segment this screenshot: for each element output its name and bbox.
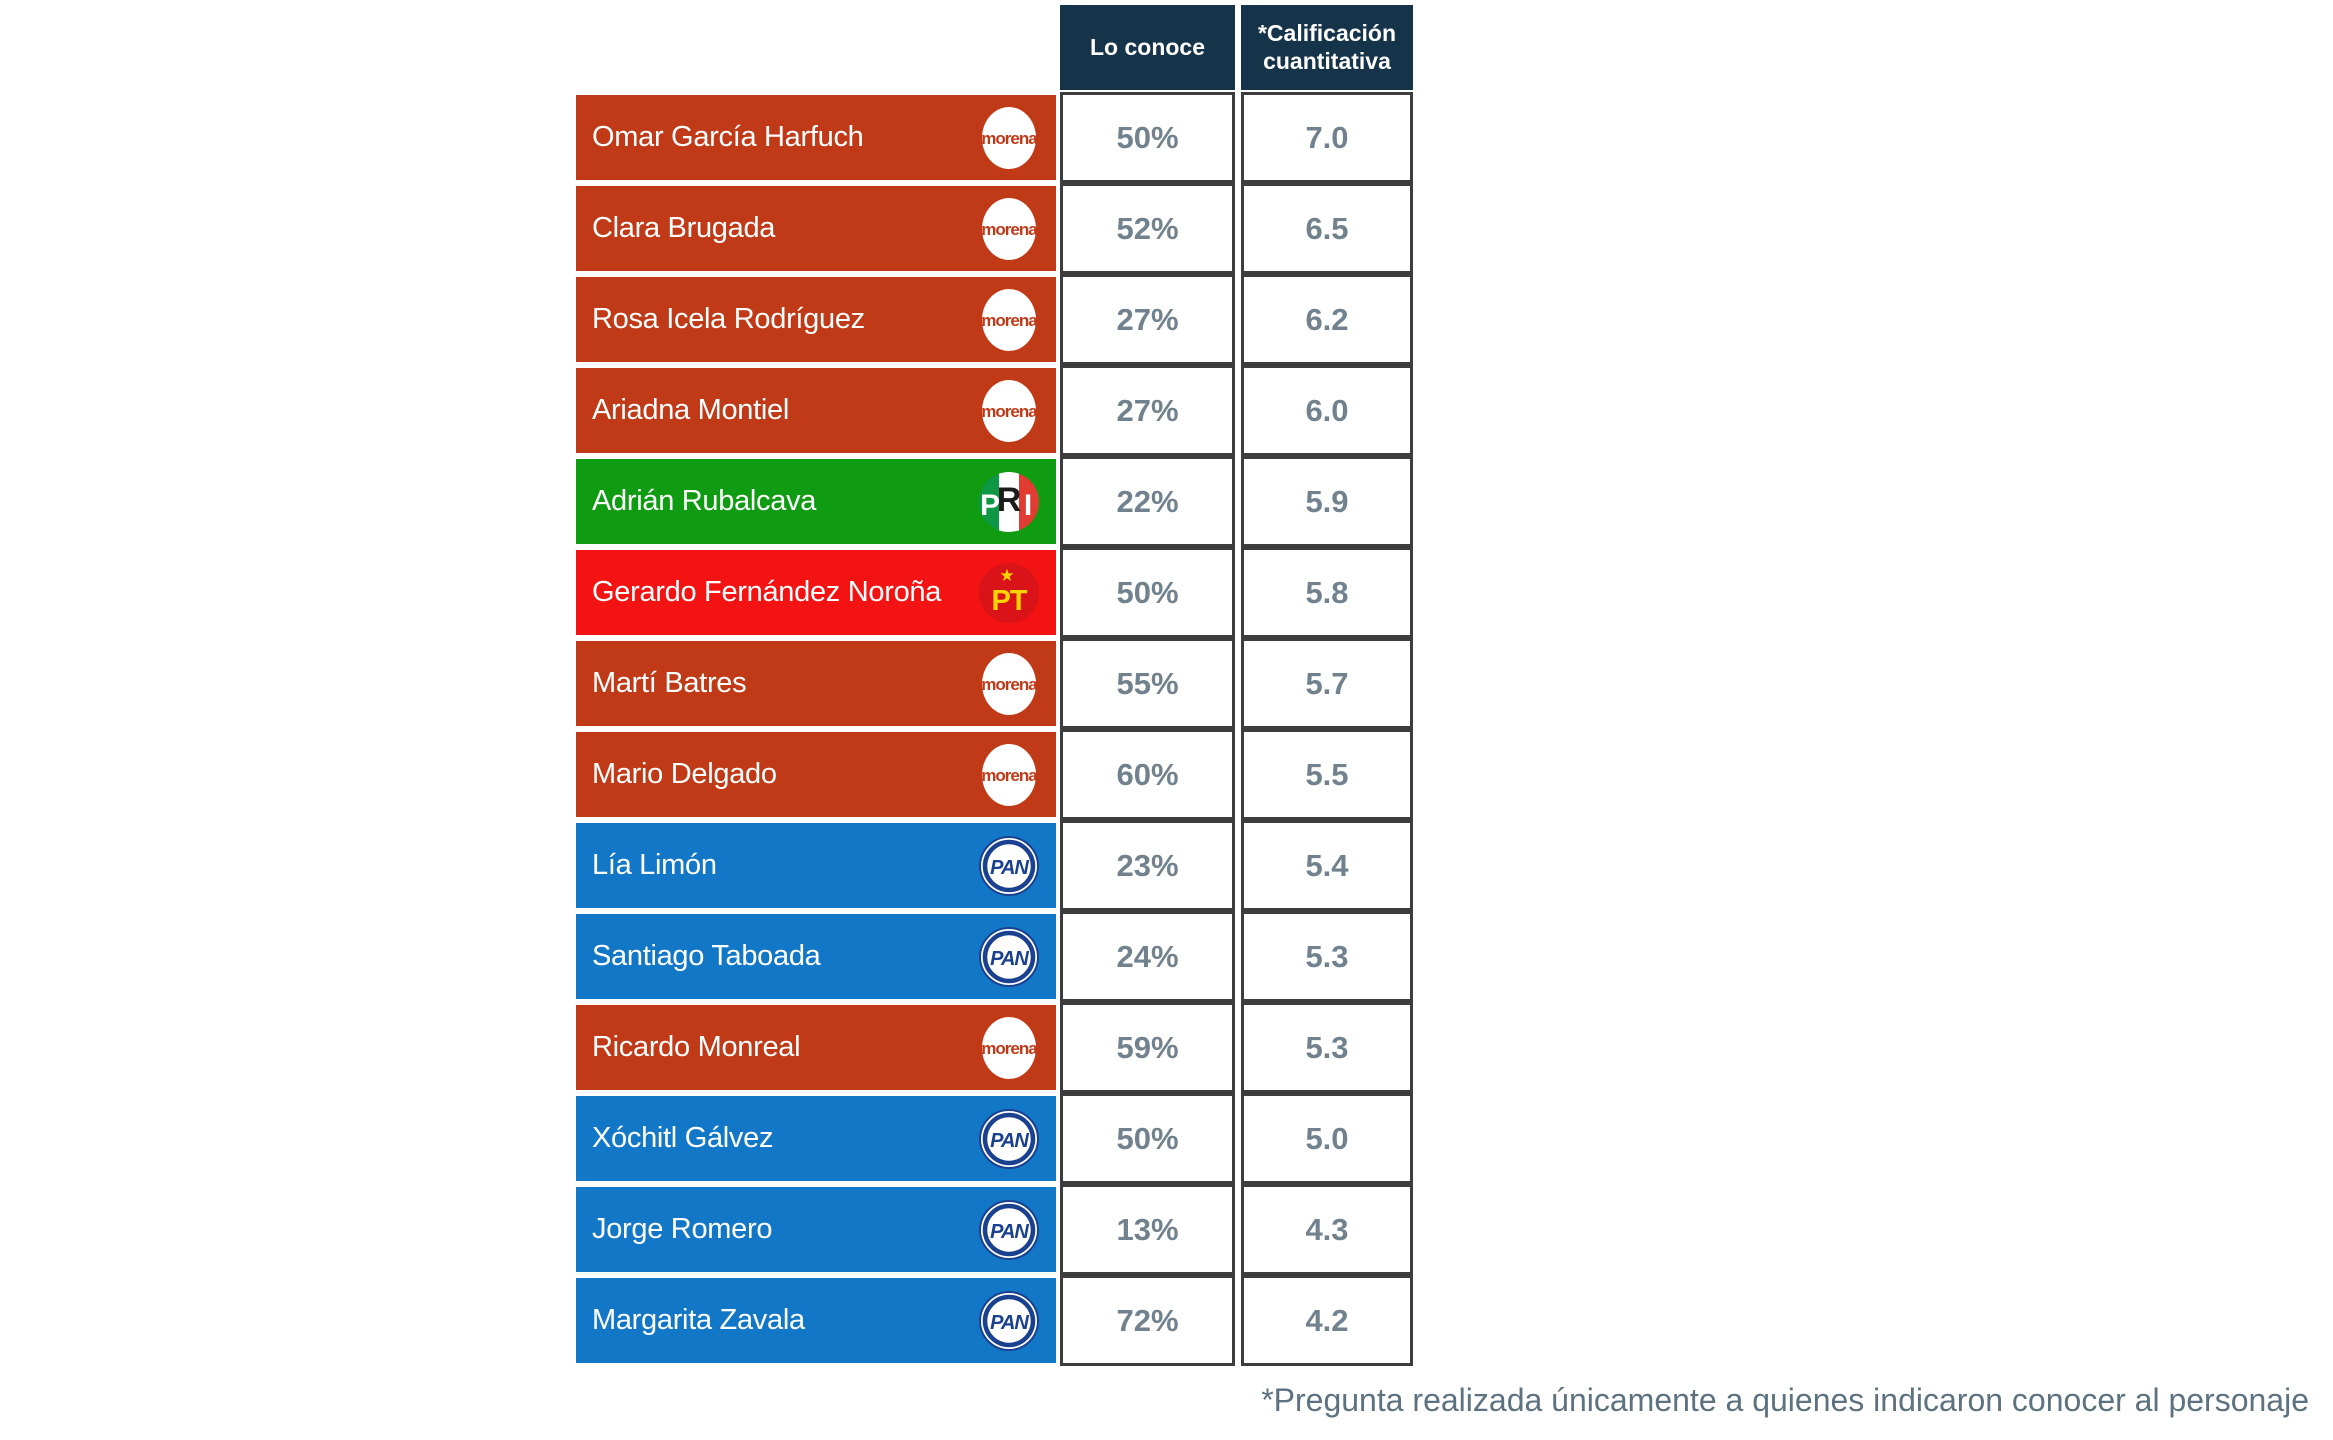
calificacion-value: 6.0 xyxy=(1241,365,1413,456)
lo-conoce-value: 55% xyxy=(1060,638,1235,729)
calificacion-value: 5.3 xyxy=(1241,1002,1413,1093)
svg-text:morena: morena xyxy=(981,675,1038,694)
calificacion-value: 5.9 xyxy=(1241,456,1413,547)
svg-text:★: ★ xyxy=(999,566,1014,585)
candidate-name: Clara Brugada xyxy=(592,212,776,244)
calificacion-value: 5.7 xyxy=(1241,638,1413,729)
calificacion-value: 4.3 xyxy=(1241,1184,1413,1275)
lo-conoce-value: 52% xyxy=(1060,183,1235,274)
calificacion-value: 5.3 xyxy=(1241,911,1413,1002)
candidate-row: Rosa Icela Rodríguez morena xyxy=(576,277,1056,362)
morena-logo-icon: morena xyxy=(978,1015,1040,1081)
lo-conoce-value: 59% xyxy=(1060,1002,1235,1093)
column-header-calificacion: *Calificación cuantitativa xyxy=(1241,5,1413,90)
candidate-row: Clara Brugada morena xyxy=(576,186,1056,271)
candidate-row: Margarita Zavala PAN xyxy=(576,1278,1056,1363)
lo-conoce-value: 24% xyxy=(1060,911,1235,1002)
pan-logo-icon: PAN xyxy=(978,1199,1040,1261)
candidate-row: Santiago Taboada PAN xyxy=(576,914,1056,999)
candidate-name: Omar García Harfuch xyxy=(592,121,864,153)
svg-text:morena: morena xyxy=(981,129,1038,148)
candidate-row: Omar García Harfuch morena xyxy=(576,95,1056,180)
candidate-name: Lía Limón xyxy=(592,849,717,881)
svg-text:PAN: PAN xyxy=(990,1312,1029,1334)
svg-text:morena: morena xyxy=(981,1039,1038,1058)
pan-logo-icon: PAN xyxy=(978,1108,1040,1170)
candidate-row: Xóchitl Gálvez PAN xyxy=(576,1096,1056,1181)
lo-conoce-value: 27% xyxy=(1060,365,1235,456)
calificacion-value: 5.4 xyxy=(1241,820,1413,911)
calificacion-value: 7.0 xyxy=(1241,92,1413,183)
morena-logo-icon: morena xyxy=(978,105,1040,171)
footnote: *Pregunta realizada únicamente a quienes… xyxy=(1261,1382,2309,1418)
values-grid: 50% 7.0 52% 6.5 27% 6.2 27% 6.0 22% 5.9 50% 5.8 55% 5… xyxy=(1060,92,1413,1366)
candidate-name: Xóchitl Gálvez xyxy=(592,1122,774,1154)
morena-logo-icon: morena xyxy=(978,196,1040,262)
svg-text:I: I xyxy=(1024,489,1032,522)
morena-logo-icon: morena xyxy=(978,287,1040,353)
calificacion-value: 4.2 xyxy=(1241,1275,1413,1366)
calificacion-value: 5.0 xyxy=(1241,1093,1413,1184)
svg-text:R: R xyxy=(997,481,1022,519)
candidate-name: Martí Batres xyxy=(592,667,747,699)
candidate-name: Mario Delgado xyxy=(592,758,777,790)
morena-logo-icon: morena xyxy=(978,742,1040,808)
candidate-column: Omar García Harfuch morena Clara Brugada mo… xyxy=(576,95,1056,1369)
svg-text:P: P xyxy=(980,489,1000,522)
candidate-name: Margarita Zavala xyxy=(592,1304,805,1336)
pt-logo-icon: ★ PT xyxy=(978,562,1040,624)
svg-text:morena: morena xyxy=(981,402,1038,421)
candidate-name: Jorge Romero xyxy=(592,1213,773,1245)
lo-conoce-value: 50% xyxy=(1060,1093,1235,1184)
svg-text:PT: PT xyxy=(991,585,1027,617)
candidate-name: Santiago Taboada xyxy=(592,940,821,972)
lo-conoce-value: 27% xyxy=(1060,274,1235,365)
svg-text:PAN: PAN xyxy=(990,948,1029,970)
pan-logo-icon: PAN xyxy=(978,835,1040,897)
morena-logo-icon: morena xyxy=(978,378,1040,444)
calificacion-value: 5.8 xyxy=(1241,547,1413,638)
candidate-row: Jorge Romero PAN xyxy=(576,1187,1056,1272)
lo-conoce-value: 13% xyxy=(1060,1184,1235,1275)
candidate-row: Ariadna Montiel morena xyxy=(576,368,1056,453)
svg-text:morena: morena xyxy=(981,220,1038,239)
candidate-row: Martí Batres morena xyxy=(576,641,1056,726)
candidate-row: Gerardo Fernández Noroña ★ PT xyxy=(576,550,1056,635)
lo-conoce-value: 50% xyxy=(1060,547,1235,638)
lo-conoce-value: 23% xyxy=(1060,820,1235,911)
candidate-row: Ricardo Monreal morena xyxy=(576,1005,1056,1090)
morena-logo-icon: morena xyxy=(978,651,1040,717)
candidate-row: Lía Limón PAN xyxy=(576,823,1056,908)
svg-text:PAN: PAN xyxy=(990,1221,1029,1243)
candidate-name: Ricardo Monreal xyxy=(592,1031,801,1063)
candidate-name: Rosa Icela Rodríguez xyxy=(592,303,865,335)
candidate-name: Gerardo Fernández Noroña xyxy=(592,576,942,608)
calificacion-value: 6.2 xyxy=(1241,274,1413,365)
lo-conoce-value: 22% xyxy=(1060,456,1235,547)
svg-text:morena: morena xyxy=(981,766,1038,785)
calificacion-value: 5.5 xyxy=(1241,729,1413,820)
lo-conoce-value: 50% xyxy=(1060,92,1235,183)
svg-text:PAN: PAN xyxy=(990,857,1029,879)
lo-conoce-value: 72% xyxy=(1060,1275,1235,1366)
svg-text:PAN: PAN xyxy=(990,1130,1029,1152)
pan-logo-icon: PAN xyxy=(978,1290,1040,1352)
candidate-name: Ariadna Montiel xyxy=(592,394,789,426)
pan-logo-icon: PAN xyxy=(978,926,1040,988)
svg-text:morena: morena xyxy=(981,311,1038,330)
candidate-row: Mario Delgado morena xyxy=(576,732,1056,817)
candidate-name: Adrián Rubalcava xyxy=(592,485,817,517)
lo-conoce-value: 60% xyxy=(1060,729,1235,820)
calificacion-value: 6.5 xyxy=(1241,183,1413,274)
column-header-lo-conoce: Lo conoce xyxy=(1060,5,1235,90)
candidate-row: Adrián Rubalcava P R I xyxy=(576,459,1056,544)
